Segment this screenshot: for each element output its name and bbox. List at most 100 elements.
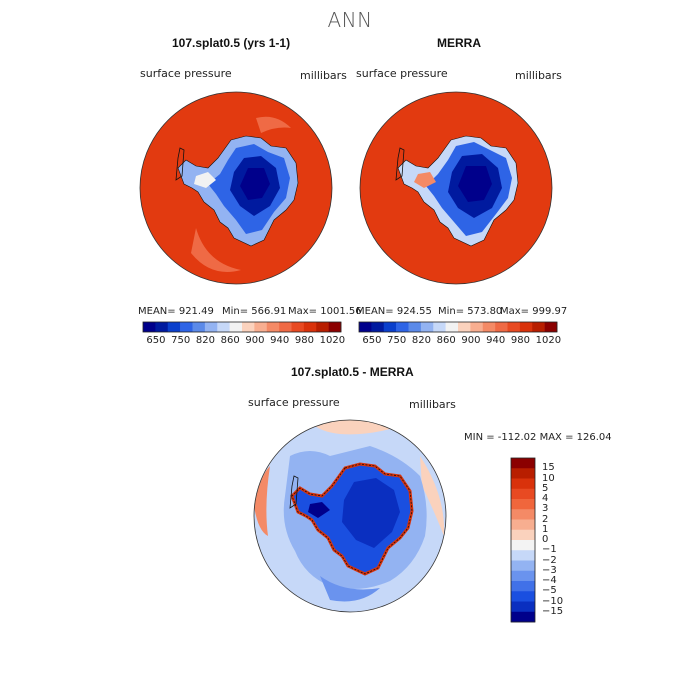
panel-1-colorbar-swatch bbox=[279, 322, 292, 332]
panel-2-colorbar-swatch bbox=[458, 322, 471, 332]
panel-1-colorbar-swatch bbox=[254, 322, 268, 332]
diff-polar-map bbox=[253, 419, 447, 613]
panel-2-colorbar-swatch bbox=[544, 322, 558, 332]
diff-colorbar-tick-label: −15 bbox=[542, 605, 564, 617]
panel-1-colorbar-swatch bbox=[155, 322, 169, 332]
panel-1-colorbar-swatch bbox=[180, 322, 193, 332]
diff-warm-region-east bbox=[420, 456, 445, 536]
diff-interior bbox=[342, 478, 400, 548]
panel-2-min: Min= 573.80 bbox=[438, 306, 503, 317]
panel-1-colorbar-tick-label: 820 bbox=[195, 335, 215, 346]
panel-1-colorbar-swatch bbox=[192, 322, 206, 332]
panel-2-colorbar-swatch bbox=[433, 322, 446, 332]
diff-colorbar-swatch bbox=[511, 601, 535, 613]
panel-1-ice-shelf bbox=[194, 172, 216, 188]
panel-2-units-label: millibars bbox=[515, 69, 562, 82]
panel-1-colorbar-tick-label: 750 bbox=[171, 335, 191, 346]
diff-colorbar-tick-label: 10 bbox=[542, 472, 555, 484]
diff-colorbar bbox=[510, 457, 536, 623]
panel-2-colorbar-labels: 650 750 820 860 900 940 980 1020 bbox=[352, 335, 572, 349]
panel-1-ocean-anomaly-2 bbox=[256, 116, 291, 133]
diff-colorbar-swatch bbox=[511, 570, 535, 582]
diff-colorbar-swatch bbox=[511, 550, 535, 561]
panel-2-colorbar-swatch bbox=[482, 322, 496, 332]
diff-colorbar-tick-label: −3 bbox=[542, 564, 557, 576]
panel-2-colorbar-swatch bbox=[383, 322, 397, 332]
panel-1-colorbar-tick-label: 1020 bbox=[319, 335, 346, 346]
diff-coastline bbox=[291, 463, 413, 575]
diff-colorbar-tick-label: 1 bbox=[542, 523, 549, 535]
diff-colorbar-swatch bbox=[511, 519, 535, 531]
panel-2-colorbar-tick-label: 820 bbox=[411, 335, 431, 346]
panel-1-colorbar-tick-label: 860 bbox=[220, 335, 240, 346]
panel-2-colorbar-tick-label: 900 bbox=[461, 335, 481, 346]
panel-1-peninsula bbox=[175, 147, 185, 181]
diff-colorbar-tick-label: 3 bbox=[542, 503, 549, 515]
diff-colorbar-swatch bbox=[511, 499, 535, 510]
panel-2-colorbar-swatch bbox=[507, 322, 521, 332]
panel-2-colorbar-tick-label: 940 bbox=[486, 335, 506, 346]
panel-2-colorbar-swatch bbox=[408, 322, 422, 332]
panel-2-colorbar-tick-label: 750 bbox=[387, 335, 407, 346]
panel-2-polar-map bbox=[359, 91, 553, 285]
panel-1-colorbar-swatch bbox=[242, 322, 255, 332]
panel-2-colorbar-swatch bbox=[371, 322, 385, 332]
panel-1-colorbar-tick-label: 980 bbox=[294, 335, 314, 346]
panel-1-colorbar-swatch bbox=[303, 322, 317, 332]
panel-1-colorbar-tick-label: 900 bbox=[245, 335, 265, 346]
panel-1-colorbar-swatch bbox=[316, 322, 329, 332]
panel-2-ice-shelf bbox=[414, 172, 436, 188]
panel-1-colorbar-swatch bbox=[143, 322, 156, 332]
panel-1-colorbar-tick-label: 940 bbox=[270, 335, 290, 346]
diff-colorbar-swatch bbox=[511, 488, 535, 500]
panel-1-units-label: millibars bbox=[300, 69, 347, 82]
diff-peninsula bbox=[289, 475, 299, 509]
panel-2-colorbar-tick-label: 860 bbox=[436, 335, 456, 346]
diff-colorbar-tick-label: −10 bbox=[542, 595, 564, 607]
panel-1-colorbar-swatch bbox=[291, 322, 305, 332]
diff-colorbar-tick-label: −2 bbox=[542, 554, 557, 566]
panel-2-colorbar-swatch bbox=[495, 322, 508, 332]
panel-1-max: Max= 1001.56 bbox=[288, 306, 362, 317]
figure-title: ANN bbox=[327, 8, 373, 32]
panel-1-colorbar-swatch bbox=[266, 322, 280, 332]
panel-2-mean: MEAN= 924.55 bbox=[356, 306, 432, 317]
panel-1-min: Min= 566.91 bbox=[222, 306, 287, 317]
diff-colorbar-tick-label: 2 bbox=[542, 513, 549, 525]
panel-1-colorbar-swatch bbox=[167, 322, 181, 332]
diff-colorbar-swatch bbox=[511, 509, 535, 520]
diff-colorbar-tick-label: −5 bbox=[542, 585, 557, 597]
panel-1-polar-map bbox=[139, 91, 333, 285]
diff-colorbar-swatch bbox=[511, 540, 535, 551]
diff-colorbar-swatch bbox=[511, 591, 535, 602]
panel-1-title: 107.splat0.5 (yrs 1-1) bbox=[172, 36, 291, 50]
panel-2-colorbar-tick-label: 650 bbox=[362, 335, 382, 346]
panel-2-peninsula bbox=[395, 147, 405, 181]
panel-2-colorbar-swatch bbox=[519, 322, 533, 332]
diff-colorbar-swatch bbox=[511, 581, 535, 592]
panel-2-colorbar-tick-label: 1020 bbox=[535, 335, 562, 346]
diff-colorbar-labels: 15 10 5 4 3 2 1 0 −1 −2 −3 −4 −5 −10 −15 bbox=[542, 457, 602, 627]
diff-title: 107.splat0.5 - MERRA bbox=[291, 365, 414, 379]
diff-colorbar-tick-label: 15 bbox=[542, 462, 555, 474]
panel-1-colorbar-labels: 650 750 820 860 900 940 980 1020 bbox=[136, 335, 356, 349]
diff-ice-shelf bbox=[308, 502, 330, 518]
panel-1-colorbar-tick-label: 650 bbox=[146, 335, 166, 346]
panel-1-colorbar bbox=[142, 321, 342, 333]
panel-1-colorbar-swatch bbox=[328, 322, 342, 332]
panel-1-plateau-core bbox=[240, 168, 270, 200]
diff-cool-south bbox=[320, 576, 380, 602]
panel-2-max: Max= 999.97 bbox=[500, 306, 568, 317]
diff-colorbar-swatch bbox=[511, 529, 535, 541]
panel-2-colorbar-swatch bbox=[396, 322, 409, 332]
panel-1-colorbar-swatch bbox=[217, 322, 230, 332]
diff-colorbar-swatch bbox=[511, 468, 535, 479]
diff-colorbar-tick-label: −1 bbox=[542, 544, 557, 556]
diff-colorbar-tick-label: −4 bbox=[542, 575, 557, 586]
diff-units-label: millibars bbox=[409, 398, 456, 411]
diff-warm-region-west bbox=[254, 466, 270, 536]
panel-2-title: MERRA bbox=[437, 36, 481, 50]
panel-2-colorbar-swatch bbox=[420, 322, 434, 332]
diff-colorbar-swatch bbox=[511, 611, 535, 623]
panel-2-plateau-core bbox=[458, 166, 492, 202]
